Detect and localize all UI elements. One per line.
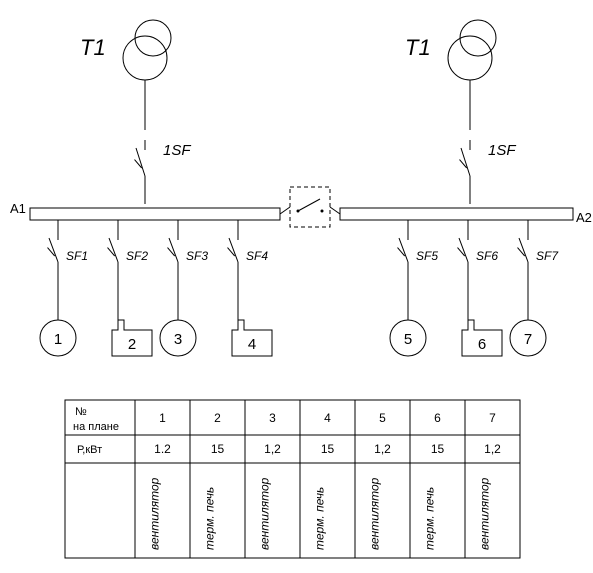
bus-label: A2 [576,210,592,225]
breaker-arm [399,238,408,262]
breaker-tick [108,248,115,256]
table-cell-n: 5 [379,411,386,425]
feeder-breaker-label: SF7 [536,249,559,263]
busbar-A2 [340,208,573,220]
table-cell-n: 3 [269,411,276,425]
feeder-breaker-label: SF5 [416,249,438,263]
load-number: 4 [248,336,256,353]
feeder-breaker-label: SF4 [246,249,268,263]
breaker-arm [49,238,58,262]
tie-arm [298,199,320,211]
load-number: 3 [174,331,182,348]
feeder-breaker-label: SF2 [126,249,148,263]
table-cell-desc: вентилятор [148,477,162,550]
breaker-arm [136,148,145,176]
table-cell-desc: терм. печь [203,487,217,550]
busbar-A1 [30,208,280,220]
feeder-breaker-label: SF6 [476,249,498,263]
table-cell-p: 15 [431,442,445,456]
feeder-breaker-label: SF1 [66,249,88,263]
breaker-arm [459,238,468,262]
table-header: № [75,406,87,418]
table-cell-p: 1,2 [484,442,501,456]
transformer-circle [448,36,492,80]
load-number: 1 [54,331,62,348]
breaker-arm [519,238,528,262]
table-cell-p: 15 [321,442,335,456]
table-cell-p: 1,2 [264,442,281,456]
transformer-label: T1 [405,35,431,60]
table-cell-p: 1,2 [374,442,391,456]
table-header: на плане [73,421,119,433]
table-cell-desc: вентилятор [478,477,492,550]
table-cell-n: 4 [324,411,331,425]
transformer-circle [123,36,167,80]
breaker-tick [168,248,175,256]
table-cell-p: 1.2 [154,442,171,456]
tie-contact [321,210,324,213]
breaker-tick [518,248,525,256]
transformer-label: T1 [80,35,106,60]
table-cell-desc: вентилятор [368,477,382,550]
breaker-tick [458,248,465,256]
table-header: Р,кВт [77,444,102,456]
table-cell-n: 6 [434,411,441,425]
bus-label: A1 [10,201,26,216]
breaker-arm [461,148,470,176]
table-cell-n: 2 [214,411,221,425]
wire [280,207,290,214]
table-cell-n: 7 [489,411,496,425]
breaker-tick [228,248,235,256]
main-breaker-label: 1SF [163,142,191,159]
table-cell-n: 1 [159,411,166,425]
table-cell-p: 15 [211,442,225,456]
breaker-arm [169,238,178,262]
tie-box [290,187,330,227]
main-breaker-label: 1SF [488,142,516,159]
breaker-tick [48,248,55,256]
table-cell-desc: терм. печь [313,487,327,550]
load-number: 6 [478,336,486,353]
breaker-arm [229,238,238,262]
breaker-tick [398,248,405,256]
load-number: 5 [404,331,412,348]
table-outline [65,400,520,558]
feeder-breaker-label: SF3 [186,249,208,263]
load-number: 2 [128,336,136,353]
wire [330,207,340,214]
breaker-arm [109,238,118,262]
table-cell-desc: терм. печь [423,487,437,550]
load-number: 7 [524,331,532,348]
table-cell-desc: вентилятор [258,477,272,550]
